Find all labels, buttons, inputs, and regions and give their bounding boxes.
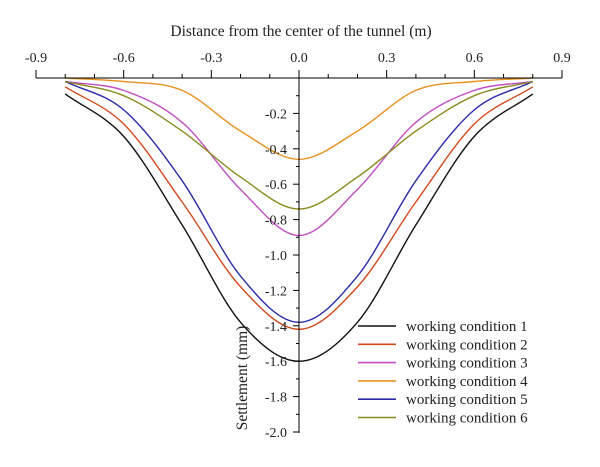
x-tick-label: -0.6	[113, 51, 135, 66]
y-axis-title: Settlement (mm)	[234, 326, 251, 431]
legend-label-4: working condition 4	[406, 374, 528, 390]
axes: -0.9 -0.6 -0.3 0.0 0.3 0.6 0.9 -0.2 -0.4 -0.6 -0.8…	[25, 51, 571, 441]
y-tick-label: -0.2	[265, 107, 287, 122]
legend-label-1: working condition 1	[406, 319, 528, 335]
legend-label-6: working condition 6	[406, 411, 528, 427]
y-tick-label: -1.2	[265, 284, 287, 299]
legend-label-3: working condition 3	[406, 356, 528, 372]
y-tick-label: -1.0	[265, 249, 287, 264]
x-tick-label: 0.0	[290, 51, 308, 66]
y-tick-label: -0.8	[265, 214, 287, 229]
y-tick-label: -1.6	[265, 355, 287, 370]
y-tick-label: -0.6	[265, 178, 287, 193]
x-tick-label: -0.9	[25, 51, 47, 66]
legend: working condition 1 working condition 2 wo…	[358, 319, 528, 427]
legend-label-5: working condition 5	[406, 392, 528, 408]
y-tick-label: -1.8	[265, 391, 287, 406]
x-axis-title: Distance from the center of the tunnel (…	[170, 23, 431, 40]
x-tick-label: -0.3	[200, 51, 222, 66]
x-tick-label: 0.9	[553, 51, 571, 66]
y-tick-label: -1.4	[265, 320, 287, 335]
x-tick-label: 0.6	[466, 51, 484, 66]
legend-label-2: working condition 2	[406, 337, 528, 353]
y-tick-label: -2.0	[265, 426, 287, 441]
y-tick-label: -0.4	[265, 143, 287, 158]
x-tick-label: 0.3	[378, 51, 396, 66]
